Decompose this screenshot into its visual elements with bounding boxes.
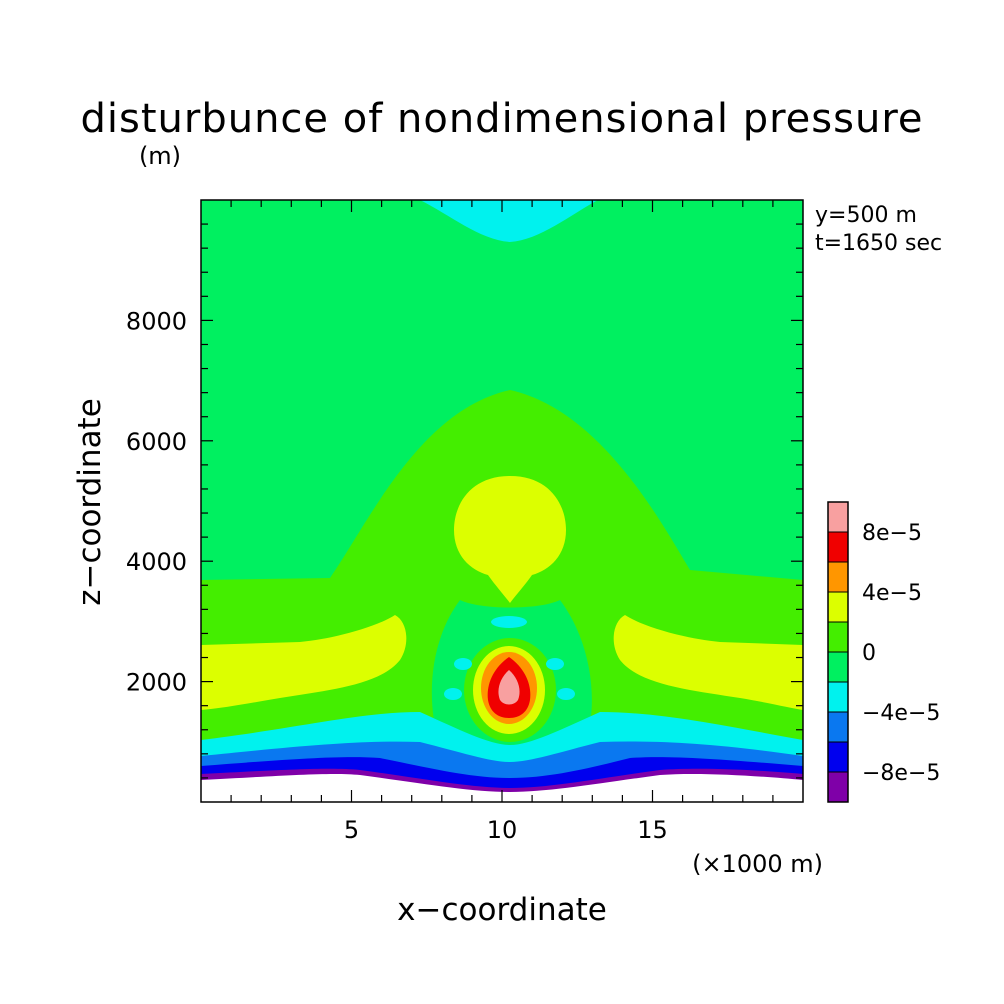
annotation-y: y=500 m xyxy=(815,203,917,228)
colorbar-swatch xyxy=(827,741,849,773)
colorbar-swatch xyxy=(827,531,849,563)
positive-dome xyxy=(201,390,803,802)
colorbar-labels: −8e−5 −4e−5 0 4e−5 8e−5 xyxy=(862,521,940,786)
colorbar-swatch xyxy=(827,681,849,713)
contour-level-5 xyxy=(498,670,520,705)
chart-title: disturbunce of nondimensional pressure xyxy=(81,96,924,142)
x-tick-label: 5 xyxy=(344,816,359,844)
y-tick-label: 8000 xyxy=(126,307,187,335)
colorbar-swatch xyxy=(827,591,849,623)
positive-bubble xyxy=(454,476,566,603)
central-anomaly xyxy=(444,616,575,742)
colorbar-swatch xyxy=(827,711,849,743)
colorbar-label: 4e−5 xyxy=(862,581,922,606)
colorbar xyxy=(827,501,849,803)
colorbar-swatch xyxy=(827,561,849,593)
colorbar-swatch xyxy=(827,651,849,683)
contour-field xyxy=(201,200,803,802)
colorbar-label: 0 xyxy=(862,641,876,666)
colorbar-swatch xyxy=(827,621,849,653)
y-tick-label: 4000 xyxy=(126,548,187,576)
left-side-lobe xyxy=(201,615,407,710)
small-negative-spot xyxy=(491,616,527,628)
colorbar-label: 8e−5 xyxy=(862,521,922,546)
small-negative-spot xyxy=(546,658,564,670)
colorbar-swatch xyxy=(827,501,849,533)
colorbar-swatch xyxy=(827,771,849,803)
colorbar-label: −4e−5 xyxy=(862,701,940,726)
y-tick-labels: 2000 4000 6000 8000 xyxy=(126,307,187,696)
colorbar-frame xyxy=(827,501,849,803)
unit-label: (m) xyxy=(139,142,181,170)
top-negative-cap xyxy=(420,200,598,242)
axis-ticks xyxy=(201,200,803,802)
small-negative-spot xyxy=(557,688,575,700)
annotation-t: t=1650 sec xyxy=(815,231,942,256)
y-axis-label: z−coordinate xyxy=(72,398,108,606)
right-side-lobe xyxy=(613,615,803,710)
x-tick-label: 10 xyxy=(487,816,518,844)
y-tick-label: 2000 xyxy=(126,669,187,697)
y-tick-label: 6000 xyxy=(126,428,187,456)
colorbar-label: −8e−5 xyxy=(862,761,940,786)
x-tick-label: 15 xyxy=(637,816,668,844)
x-tick-labels: 5 10 15 xyxy=(344,816,668,844)
x-axis-label: x−coordinate xyxy=(397,892,607,928)
small-negative-spot xyxy=(454,658,472,670)
x-unit-note: (×1000 m) xyxy=(692,850,823,878)
small-negative-spot xyxy=(444,688,462,700)
